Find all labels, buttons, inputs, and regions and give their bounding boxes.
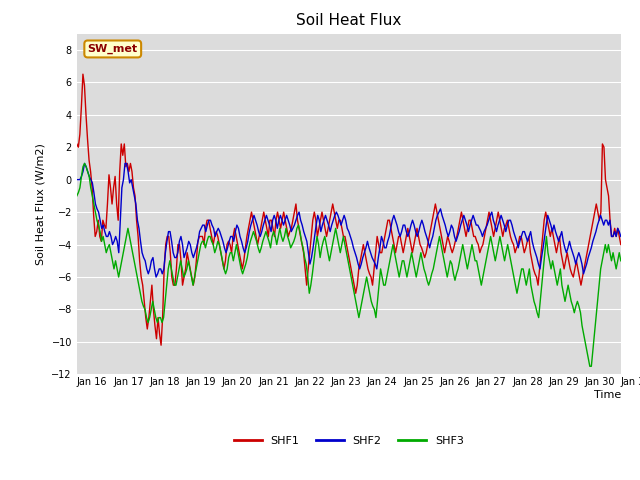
Title: Soil Heat Flux: Soil Heat Flux xyxy=(296,13,401,28)
Y-axis label: Soil Heat Flux (W/m2): Soil Heat Flux (W/m2) xyxy=(36,143,46,265)
Legend: SHF1, SHF2, SHF3: SHF1, SHF2, SHF3 xyxy=(229,431,468,450)
X-axis label: Time: Time xyxy=(593,390,621,400)
Text: SW_met: SW_met xyxy=(88,44,138,54)
